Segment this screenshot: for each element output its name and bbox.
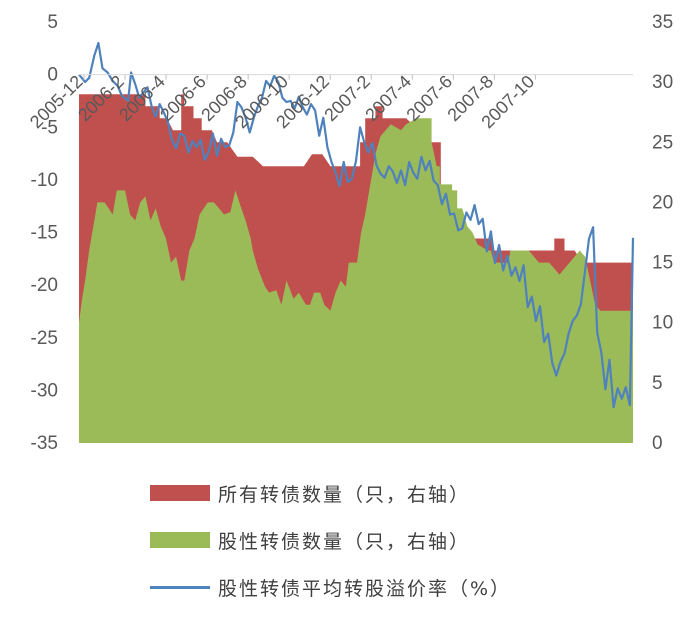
right-axis-tick-label: 20	[652, 192, 673, 213]
left-axis-tick-label: -5	[41, 117, 58, 138]
legend-label-premium: 股性转债平均转股溢价率（%）	[218, 577, 512, 600]
left-axis-tick-label: 0	[47, 65, 58, 86]
series-equity-bonds-area	[79, 118, 633, 443]
legend-swatch-equity	[150, 532, 210, 548]
legend-label-equity: 股性转债数量（只，右轴）	[218, 530, 471, 553]
left-axis-tick-label: -15	[31, 223, 58, 244]
left-axis-tick-label: -20	[31, 275, 58, 296]
legend-label-all: 所有转债数量（只，右轴）	[218, 483, 471, 506]
right-axis-tick-label: 25	[652, 132, 673, 153]
right-axis-tick-label: 15	[652, 253, 673, 274]
right-axis-tick-label: 5	[652, 373, 663, 394]
right-axis-tick-label: 10	[652, 313, 673, 334]
left-axis-tick-label: -25	[31, 328, 58, 349]
left-axis-tick-label: 5	[47, 12, 58, 33]
right-axis-tick-label: 35	[652, 12, 673, 33]
legend-item: 所有转债数量（只，右轴）	[150, 478, 670, 508]
left-axis-tick-label: -10	[31, 170, 58, 191]
legend-item: 股性转债数量（只，右轴）	[150, 525, 670, 555]
legend: 所有转债数量（只，右轴） 股性转债数量（只，右轴） 股性转债平均转股溢价率（%）	[150, 478, 670, 619]
right-axis-tick-label: 30	[652, 72, 673, 93]
left-axis-tick-label: -30	[31, 380, 58, 401]
legend-swatch-all	[150, 485, 210, 501]
series-premium-line	[78, 41, 635, 409]
right-axis-tick-label: 0	[652, 433, 663, 454]
legend-swatch-premium	[150, 585, 210, 589]
legend-item: 股性转债平均转股溢价率（%）	[150, 572, 670, 602]
left-axis-tick-label: -35	[31, 433, 58, 454]
